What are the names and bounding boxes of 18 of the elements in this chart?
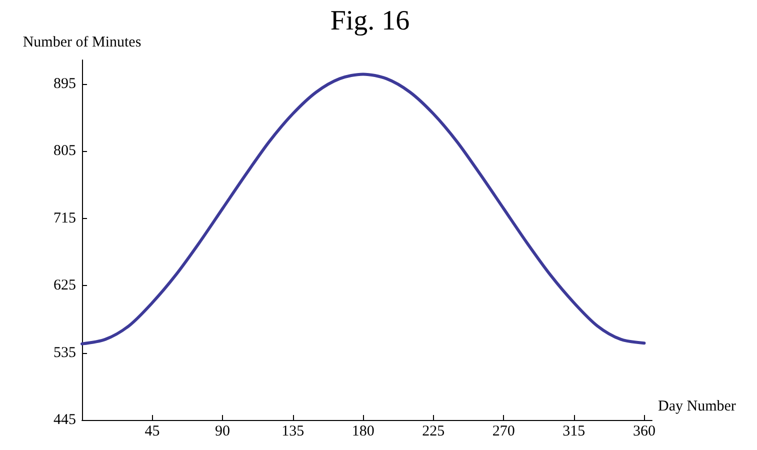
x-tick-label: 315 bbox=[562, 424, 586, 440]
line-series bbox=[80, 72, 646, 346]
x-tick-label: 225 bbox=[422, 424, 445, 440]
y-tick-label: 895 bbox=[54, 76, 76, 92]
y-tick-label: 805 bbox=[54, 143, 76, 160]
x-tick-label: 180 bbox=[352, 424, 374, 440]
chart-title: Fig. 16 bbox=[330, 6, 410, 36]
y-axis-title: Number of Minutes bbox=[22, 34, 142, 50]
x-tick-label: 270 bbox=[492, 424, 515, 440]
y-tick-label: 535 bbox=[54, 344, 76, 361]
x-tick-label: 135 bbox=[282, 424, 304, 440]
x-tick-label: 360 bbox=[632, 424, 656, 440]
y-tick-label: 625 bbox=[54, 278, 76, 294]
x-tick-label: 90 bbox=[215, 424, 230, 440]
x-axis-title: Day Number bbox=[658, 398, 736, 414]
x-tick-label: 45 bbox=[144, 424, 160, 440]
y-tick-label: 445 bbox=[54, 412, 76, 428]
y-tick-label: 715 bbox=[54, 210, 76, 226]
